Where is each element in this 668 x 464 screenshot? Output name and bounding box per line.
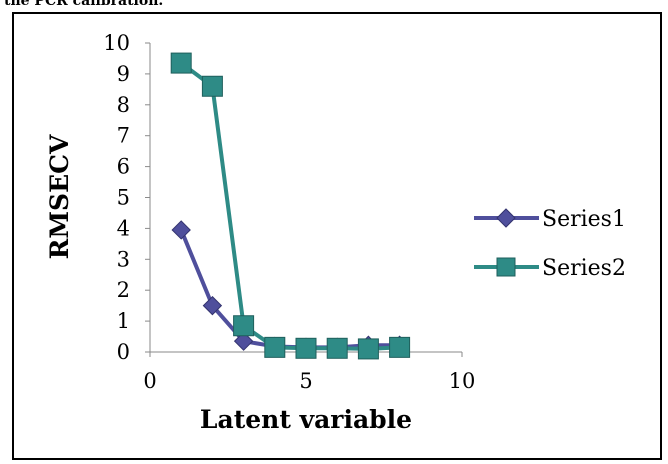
y-tick-label: 7 <box>117 124 130 148</box>
series2-point <box>170 52 192 74</box>
y-tick-label: 5 <box>117 186 130 210</box>
series2-point <box>326 337 348 359</box>
series2-point <box>264 336 286 358</box>
legend-label-1: Series1 <box>542 207 626 232</box>
y-tick-label: 9 <box>117 62 130 86</box>
series-group <box>170 52 411 360</box>
tick-group: 0 1 2 3 4 5 6 7 8 9 10 0 5 10 <box>103 31 475 393</box>
x-axis-label: Latent variable <box>200 405 412 434</box>
y-tick-label: 8 <box>117 93 130 117</box>
y-tick-label: 1 <box>117 309 130 333</box>
legend: Series1 Series2 <box>474 207 626 281</box>
series1-point <box>171 220 191 240</box>
series2-point <box>357 338 379 360</box>
chart-frame: 0 1 2 3 4 5 6 7 8 9 10 0 5 10 Latent variable RMSECV … <box>12 12 662 460</box>
legend-label-2: Series2 <box>542 256 626 281</box>
series-line-1 <box>179 229 400 350</box>
series1-point <box>233 331 254 351</box>
legend-marker-1 <box>496 208 516 228</box>
series2-point <box>389 336 411 358</box>
y-tick-label: 10 <box>103 31 130 55</box>
axes <box>149 43 462 353</box>
series2-point <box>201 75 223 97</box>
figure-caption: the PCR calibration. <box>4 0 164 9</box>
series1-point <box>202 295 223 316</box>
x-tick-label: 10 <box>449 369 476 393</box>
legend-marker-2 <box>496 257 516 277</box>
y-axis-label: RMSECV <box>45 134 74 259</box>
y-tick-label: 6 <box>117 155 130 179</box>
series2-point <box>295 337 317 359</box>
y-tick-label: 2 <box>117 278 130 302</box>
y-tick-label: 4 <box>117 216 130 240</box>
x-tick-label: 5 <box>299 369 312 393</box>
x-tick-label: 0 <box>143 369 156 393</box>
y-tick-label: 3 <box>117 247 130 271</box>
series2-point <box>233 315 255 337</box>
y-tick-label: 0 <box>117 340 130 364</box>
